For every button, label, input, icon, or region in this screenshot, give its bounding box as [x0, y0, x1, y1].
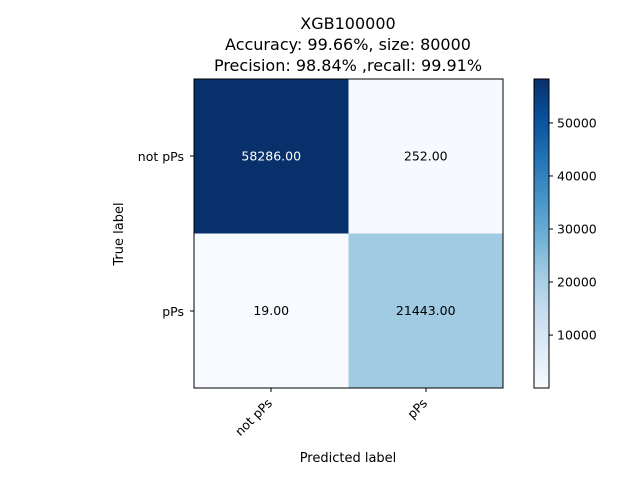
y-axis-label: True label	[112, 202, 127, 266]
colorbar-tick-label: 50000	[557, 115, 597, 130]
colorbar-ticks: 10000 20000 30000 40000 50000	[549, 115, 597, 343]
colorbar-tick-label: 30000	[557, 222, 597, 237]
heatmap-cell	[194, 233, 349, 389]
x-tick-label-not-pps: not pPs	[232, 396, 275, 439]
y-tick-label-not-pps: not pPs	[138, 149, 184, 164]
x-axis: not pPs pPs Predicted label	[232, 388, 430, 466]
colorbar-gradient	[533, 78, 550, 389]
colorbar-tick-label: 20000	[557, 275, 597, 290]
x-axis-label: Predicted label	[300, 451, 397, 466]
heatmap-cell-label: 21443.00	[396, 303, 456, 318]
heatmap-cells	[194, 79, 504, 389]
chart-title: XGB100000	[300, 14, 395, 33]
plot-frame	[193, 78, 504, 389]
heatmap-cell	[348, 79, 504, 234]
heatmap-cell-labels: 58286.00 252.00 19.00 21443.00	[241, 148, 455, 318]
heatmap-cell-label: 58286.00	[241, 148, 301, 163]
colorbar-tick-label: 10000	[557, 328, 597, 343]
colorbar: 10000 20000 30000 40000 50000	[533, 78, 597, 389]
chart-subtitle-accuracy: Accuracy: 99.66%, size: 80000	[225, 35, 471, 54]
colorbar-tick-label: 40000	[557, 168, 597, 183]
heatmap-cell-label: 19.00	[253, 303, 289, 318]
heatmap-cell-label: 252.00	[404, 148, 448, 163]
x-tick-label-pps: pPs	[404, 396, 430, 422]
heatmap-cell	[348, 233, 504, 389]
chart-subtitle-precision: Precision: 98.84% ,recall: 99.91%	[214, 56, 482, 75]
y-axis: not pPs pPs True label	[112, 149, 194, 319]
heatmap-cell	[194, 79, 349, 234]
y-tick-label-pps: pPs	[162, 304, 184, 319]
